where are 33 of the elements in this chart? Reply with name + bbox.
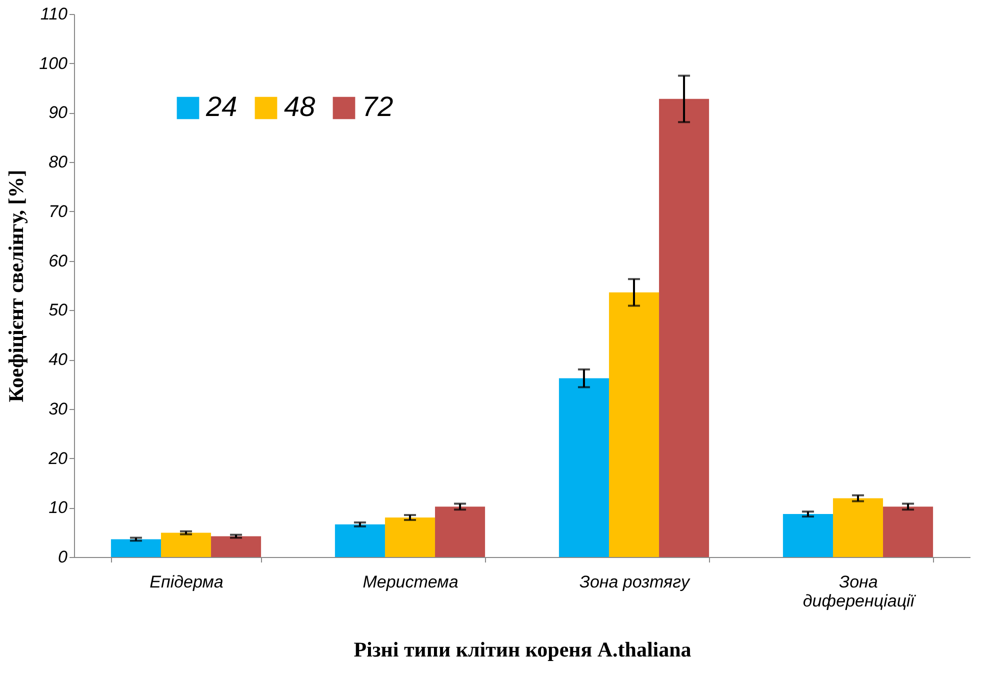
legend-label: 72	[362, 91, 394, 122]
bar	[334, 524, 385, 557]
y-tick-label: 60	[48, 251, 68, 270]
y-tick-label: 10	[48, 498, 68, 518]
bar	[883, 506, 934, 557]
bar	[110, 539, 161, 557]
y-tick-label: 110	[40, 4, 68, 24]
y-tick-label: 90	[48, 103, 68, 122]
bar	[832, 498, 884, 557]
bar	[608, 292, 660, 557]
y-tick-label: 30	[48, 399, 68, 418]
bar	[160, 532, 212, 557]
x-axis-title: Різні типи клітин кореня A.thaliana	[354, 638, 692, 662]
y-axis-title: Коефіцієнт свелінгу, [%]	[4, 170, 28, 402]
bar	[659, 98, 710, 557]
x-tick-label: Зона диференціації	[802, 572, 916, 610]
y-tick-label: 40	[48, 350, 68, 370]
bar	[558, 378, 609, 557]
bar	[211, 536, 262, 557]
bar	[435, 506, 486, 557]
bar	[384, 518, 436, 557]
x-tick-label: Зона розтягу	[580, 572, 691, 592]
bar	[782, 514, 833, 557]
y-tick-label: 80	[48, 152, 68, 172]
legend-label: 48	[284, 91, 316, 122]
x-tick-label: Епідерма	[150, 572, 224, 592]
legend-label: 24	[205, 91, 238, 122]
y-tick-label: 100	[39, 54, 68, 73]
y-tick-label: 20	[48, 448, 68, 468]
y-tick-label: 50	[48, 300, 68, 320]
x-tick-label: Меристема	[362, 572, 458, 592]
y-tick-label: 0	[58, 548, 68, 566]
y-tick-label: 70	[48, 202, 68, 221]
